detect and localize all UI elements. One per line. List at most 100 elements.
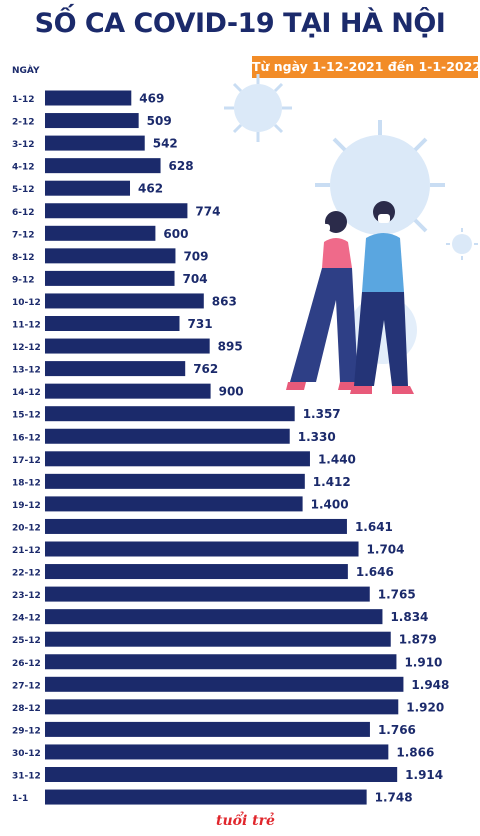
category-label: 23-12 [12,591,41,601]
category-label: 28-12 [12,704,41,714]
value-label: 462 [138,182,163,196]
bar [45,564,348,580]
category-label: 10-12 [12,298,41,308]
value-label: 1.866 [396,745,434,759]
value-label: 1.910 [404,655,442,669]
bar [45,248,176,264]
category-label: 24-12 [12,614,41,624]
category-label: 31-12 [12,772,41,782]
bar [45,383,211,399]
bar [45,293,204,309]
value-label: 704 [183,272,208,286]
bar [45,631,391,647]
category-label: 30-12 [12,749,41,759]
bar [45,518,347,534]
bar [45,496,303,512]
value-label: 1.748 [375,791,413,805]
category-label: 3-12 [12,140,35,150]
date-range-badge: Từ ngày 1-12-2021 đến 1-1-2022 [252,56,480,78]
bar [45,676,404,692]
bar [45,158,161,174]
bar [45,316,180,331]
value-label: 863 [212,294,237,308]
category-label: 15-12 [12,411,41,421]
chart-title: SỐ CA COVID-19 TẠI HÀ NỘI [34,8,446,39]
bar [45,225,156,241]
category-label: 22-12 [12,569,41,579]
value-label: 509 [147,114,172,128]
category-label: 7-12 [12,230,35,240]
bar [45,767,398,782]
category-label: 27-12 [12,681,41,691]
bar [45,654,397,670]
bar [45,451,310,467]
bar [45,135,145,151]
value-label: 1.704 [367,543,405,557]
bar [45,428,290,444]
bar [45,90,132,106]
value-label: 1.879 [399,633,437,647]
bar [45,180,131,196]
value-label: 600 [163,227,188,241]
value-label: 1.765 [378,588,416,602]
bar [45,609,383,625]
bar [45,406,295,422]
bar [45,744,389,760]
value-label: 542 [153,137,178,151]
value-label: 1.641 [355,520,393,534]
category-label: 12-12 [12,343,41,353]
category-label: 4-12 [12,163,35,173]
bar [45,586,370,602]
y-axis-title: NGÀY [12,66,40,76]
value-label: 1.440 [318,452,356,466]
value-label: 628 [169,159,194,173]
bar [45,721,370,737]
bar [45,699,399,715]
value-label: 1.948 [411,678,449,692]
category-label: 29-12 [12,726,41,736]
value-label: 1.766 [378,723,416,737]
bar [45,789,367,805]
value-label: 1.357 [303,407,341,421]
value-label: 1.834 [390,610,428,624]
value-label: 1.920 [406,700,444,714]
category-label: 1-12 [12,95,35,105]
value-label: 762 [193,362,218,376]
value-label: 469 [139,92,164,106]
bar [45,473,305,489]
category-label: 6-12 [12,208,35,218]
bar [45,203,188,219]
category-label: 25-12 [12,636,41,646]
category-label: 9-12 [12,275,35,285]
bar [45,113,139,129]
value-label: 1.412 [313,475,351,489]
bar [45,541,359,557]
category-label: 11-12 [12,321,41,331]
category-label: 18-12 [12,478,41,488]
category-label: 14-12 [12,388,41,398]
value-label: 900 [219,385,244,399]
category-label: 16-12 [12,433,41,443]
value-label: 895 [218,340,243,354]
value-label: 774 [195,204,220,218]
category-label: 5-12 [12,185,35,195]
category-label: 19-12 [12,501,41,511]
category-label: 17-12 [12,456,41,466]
bar [45,270,175,286]
tuoi-tre-logo: tuổi trẻ [216,813,275,829]
category-label: 20-12 [12,523,41,533]
value-label: 731 [188,317,213,331]
value-label: 1.330 [298,430,336,444]
value-label: 709 [183,249,208,263]
value-label: 1.914 [405,768,443,782]
category-label: 1-1 [12,794,28,804]
bar [45,338,210,354]
value-label: 1.400 [311,497,349,511]
category-label: 2-12 [12,118,35,128]
category-label: 21-12 [12,546,41,556]
bar [45,361,186,377]
value-label: 1.646 [356,565,394,579]
category-label: 8-12 [12,253,35,263]
category-label: 13-12 [12,366,41,376]
